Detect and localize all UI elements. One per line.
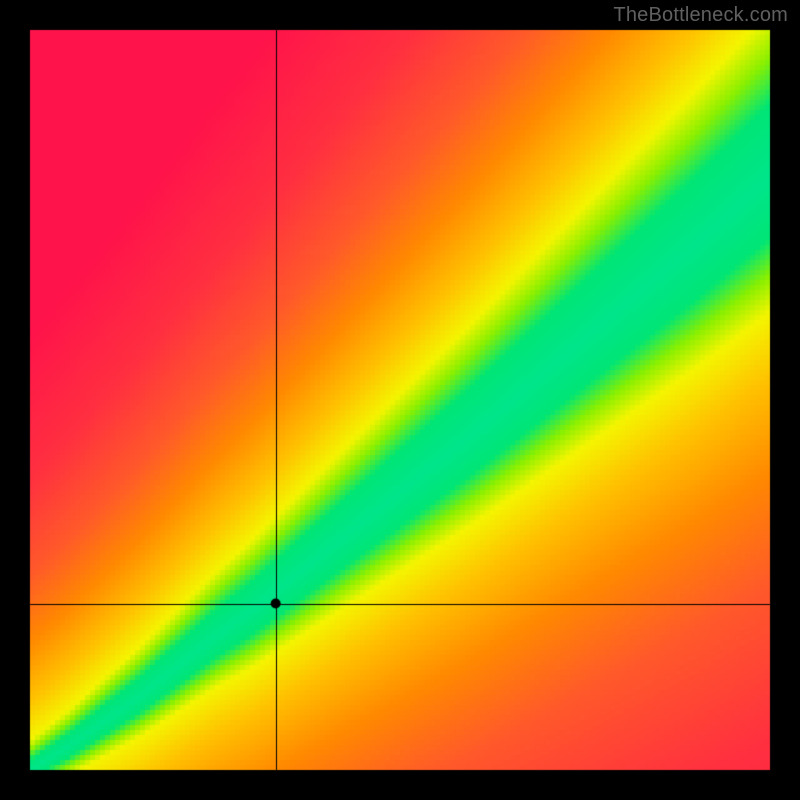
attribution-label: TheBottleneck.com [613,4,788,27]
chart-stage: TheBottleneck.com [0,0,800,800]
crosshair-overlay [0,0,800,800]
